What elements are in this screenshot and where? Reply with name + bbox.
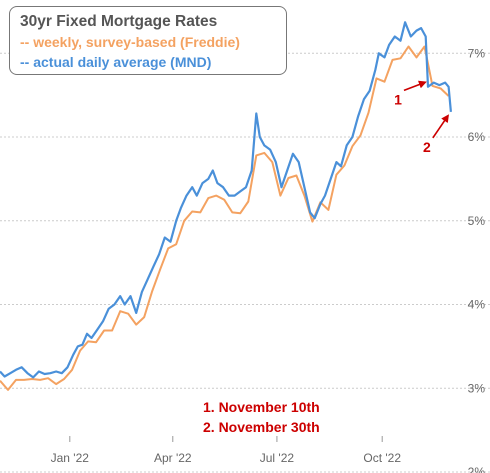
y-tick-label: 7% [468, 46, 486, 60]
legend: 30yr Fixed Mortgage Rates -- weekly, sur… [9, 6, 287, 75]
chart-title: 30yr Fixed Mortgage Rates [20, 13, 218, 30]
legend-entry-freddie: -- weekly, survey-based (Freddie) [20, 34, 240, 50]
legend-entry-mnd: -- actual daily average (MND) [20, 54, 212, 70]
x-tick-label: Jan '22 [51, 451, 90, 465]
x-axis: Jan '22 Apr '22 Jul '22 Oct '22 [51, 436, 401, 465]
annotations: 12 [394, 80, 449, 155]
y-tick-label: 3% [468, 381, 486, 395]
x-tick-label: Oct '22 [363, 451, 401, 465]
annotation-label-1: 1 [394, 91, 402, 107]
y-tick-label: 4% [468, 298, 486, 312]
annotation-notes: 1. November 10th 2. November 30th [203, 397, 320, 437]
note-2: 2. November 30th [203, 419, 320, 435]
annotation-label-2: 2 [423, 139, 431, 155]
series-mnd-line [0, 21, 452, 379]
y-tick-label: 5% [468, 214, 486, 228]
note-1: 1. November 10th [203, 399, 320, 415]
series-lines [0, 21, 452, 391]
y-axis: 2% 3% 4% 5% 6% 7% [468, 46, 486, 473]
y-tick-label: 2% [468, 465, 486, 473]
annotation-arrow-1 [403, 80, 427, 92]
x-tick-label: Apr '22 [154, 451, 192, 465]
y-tick-label: 6% [468, 130, 486, 144]
series-freddie-line [0, 45, 450, 391]
annotation-arrow-2 [432, 114, 449, 139]
x-tick-label: Jul '22 [260, 451, 295, 465]
